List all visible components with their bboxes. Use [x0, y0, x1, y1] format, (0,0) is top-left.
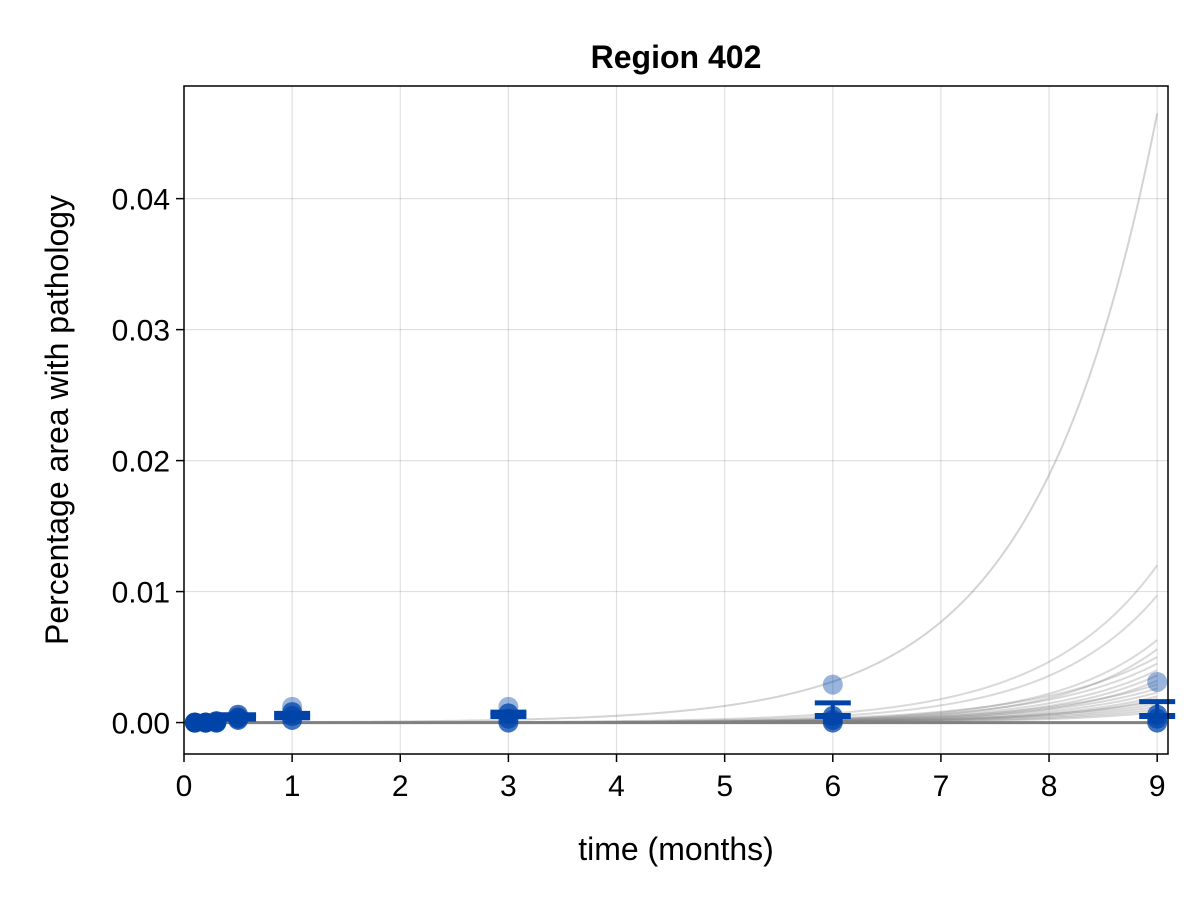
- x-axis-label: time (months): [578, 831, 774, 867]
- y-tick-label: 0.03: [112, 315, 170, 348]
- x-tick-label: 9: [1149, 770, 1166, 803]
- data-point: [822, 674, 843, 695]
- x-tick-label: 2: [392, 770, 409, 803]
- y-tick-label: 0.00: [112, 708, 170, 741]
- y-axis-ticks: 0.00 0.01 0.02 0.03 0.04: [112, 184, 184, 741]
- x-tick-label: 4: [608, 770, 625, 803]
- x-tick-label: 6: [824, 770, 841, 803]
- x-axis-ticks: 0 1 2 3 4 5 6 7 8 9: [176, 754, 1166, 803]
- x-tick-label: 0: [176, 770, 193, 803]
- x-tick-label: 8: [1041, 770, 1058, 803]
- plot-frame: [183, 85, 1169, 755]
- chart-title: Region 402: [591, 39, 762, 75]
- y-tick-label: 0.01: [112, 577, 170, 610]
- y-axis-label: Percentage area with pathology: [39, 195, 75, 645]
- y-tick-label: 0.02: [112, 446, 170, 479]
- data-point: [1147, 671, 1168, 692]
- y-tick-label: 0.04: [112, 184, 170, 217]
- x-tick-label: 3: [500, 770, 517, 803]
- x-tick-label: 7: [933, 770, 950, 803]
- error-bars: [186, 699, 1176, 726]
- x-tick-label: 1: [284, 770, 301, 803]
- x-tick-label: 5: [716, 770, 733, 803]
- sample-curves: [194, 113, 1159, 725]
